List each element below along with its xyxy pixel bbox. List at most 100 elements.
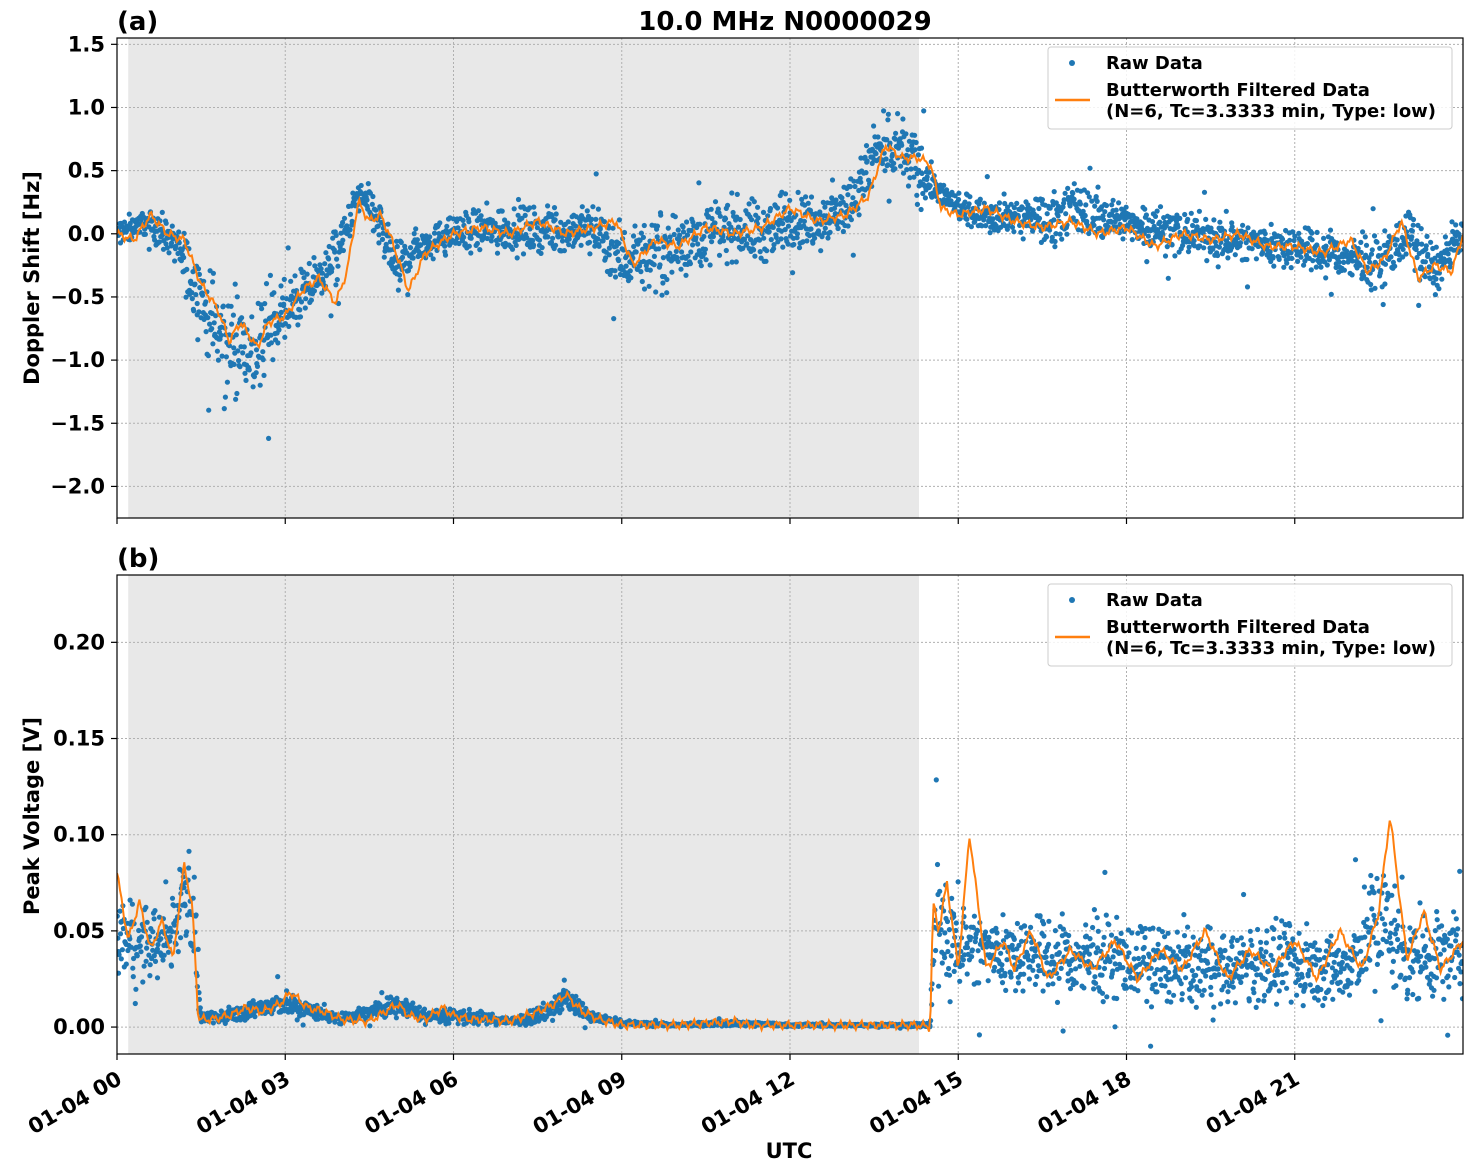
raw-data-point [946, 965, 952, 972]
raw-data-point [1216, 244, 1222, 250]
raw-data-point [117, 913, 120, 919]
raw-data-point [685, 253, 691, 259]
raw-data-point [825, 235, 831, 241]
raw-data-point [665, 225, 671, 231]
raw-data-point [1195, 965, 1201, 971]
raw-data-point [511, 206, 517, 212]
raw-data-point [1220, 955, 1226, 961]
raw-data-point [746, 201, 752, 207]
raw-data-point [827, 229, 833, 235]
raw-data-point [1168, 999, 1174, 1005]
raw-data-point [1141, 954, 1147, 961]
raw-data-point [1162, 983, 1168, 989]
raw-data-point [1063, 211, 1069, 217]
y-axis-label-b: Peak Voltage [V] [20, 717, 44, 915]
raw-data-point [1142, 925, 1148, 932]
raw-data-point [697, 221, 703, 227]
raw-data-point [850, 252, 856, 258]
raw-data-point [1284, 260, 1290, 266]
raw-data-point [1201, 245, 1207, 251]
series-group-b [117, 777, 1463, 1049]
raw-data-point [1001, 191, 1007, 197]
raw-data-point [1037, 913, 1043, 919]
raw-data-point [364, 197, 370, 203]
legend-label-filtered-a-line2: (N=6, Tc=3.3333 min, Type: low) [1106, 101, 1436, 122]
raw-data-point [534, 225, 541, 231]
raw-data-point [835, 225, 841, 231]
raw-data-point [1099, 990, 1106, 996]
raw-data-point [788, 217, 794, 224]
raw-data-point [1208, 984, 1214, 990]
raw-data-point [1400, 254, 1406, 260]
raw-data-point [1049, 953, 1055, 960]
raw-data-point [150, 929, 156, 935]
raw-data-point [1262, 231, 1268, 237]
raw-data-point [863, 170, 869, 176]
raw-data-point [1005, 204, 1011, 210]
raw-data-point [492, 220, 498, 226]
raw-data-point [251, 374, 257, 380]
raw-data-point [881, 108, 887, 114]
raw-data-point [207, 321, 213, 327]
filtered-line-a [117, 143, 1463, 350]
raw-data-point [1122, 977, 1128, 983]
raw-data-point [1380, 301, 1386, 308]
raw-data-point [226, 343, 232, 349]
raw-data-point [1058, 965, 1064, 972]
raw-data-point [822, 225, 828, 231]
raw-data-point [484, 200, 490, 206]
legend-label-filtered-a-line1: Butterworth Filtered Data [1106, 80, 1370, 101]
raw-data-point [895, 111, 901, 117]
raw-data-point [169, 223, 175, 229]
raw-data-point [984, 174, 990, 180]
raw-data-point [1197, 243, 1203, 249]
raw-data-point [971, 913, 978, 919]
raw-data-point [612, 268, 618, 274]
raw-data-point [952, 193, 958, 199]
raw-data-point [1025, 202, 1031, 208]
raw-data-point [1100, 999, 1106, 1005]
raw-data-point [803, 194, 809, 200]
raw-data-point [1453, 238, 1460, 244]
raw-data-point [234, 390, 240, 397]
raw-data-point [223, 354, 229, 360]
raw-data-point [213, 313, 219, 319]
raw-data-point [1129, 930, 1135, 936]
raw-data-point [1261, 992, 1268, 999]
raw-data-point [813, 211, 819, 217]
raw-data-point [1155, 941, 1161, 948]
raw-data-point [1005, 223, 1011, 229]
raw-data-point [1149, 219, 1156, 225]
raw-data-point [607, 271, 613, 277]
raw-data-point [1413, 246, 1419, 253]
raw-data-point [916, 167, 922, 173]
panel-b-peak-voltage: (b) Peak Voltage [V] 0.000.050.100.150.2… [20, 544, 1464, 1139]
raw-data-point [280, 295, 286, 301]
raw-data-point [944, 918, 951, 925]
raw-data-point [1298, 254, 1304, 260]
raw-data-point [829, 177, 836, 183]
raw-data-point [411, 231, 417, 237]
raw-data-point [169, 895, 176, 901]
raw-data-point [1036, 205, 1042, 212]
raw-data-point [707, 262, 713, 268]
raw-data-point [140, 979, 146, 985]
raw-data-point [667, 234, 673, 240]
raw-data-point [1033, 953, 1039, 959]
raw-data-point [914, 201, 921, 207]
raw-data-point [266, 435, 272, 441]
raw-data-point [263, 281, 270, 287]
raw-data-point [1237, 240, 1244, 246]
raw-data-point [695, 241, 701, 247]
raw-data-point [906, 138, 913, 144]
raw-data-point [734, 191, 740, 197]
raw-data-point [329, 265, 335, 272]
raw-data-point [304, 271, 310, 277]
raw-data-point [393, 238, 400, 244]
raw-data-point [1238, 935, 1244, 941]
raw-data-point [968, 224, 975, 230]
raw-data-point [1093, 194, 1099, 200]
raw-data-point [578, 242, 584, 248]
raw-data-point [1403, 251, 1409, 257]
raw-data-point [1355, 245, 1361, 252]
